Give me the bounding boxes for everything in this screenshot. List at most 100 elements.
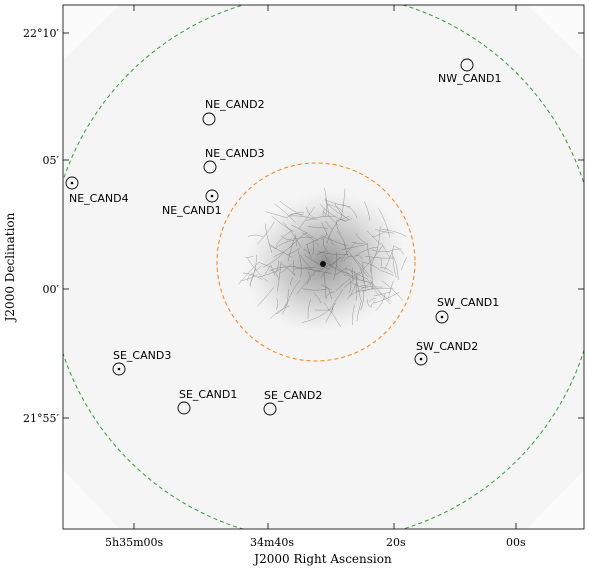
nebula-filament [375,293,386,312]
nebula-filament [348,278,352,294]
nebula-filament [271,216,294,232]
nebula-filament [292,259,295,276]
nebula-filament [275,260,279,274]
nebula-filament [269,269,280,280]
nebula-filament [306,207,318,220]
nebula-filament [355,246,379,256]
nebula-filament [281,289,289,315]
x-tick-1: 34m40s [250,536,294,549]
nebula-filament [316,251,326,256]
nebula-filament [250,268,256,288]
nebula-filament [347,276,359,300]
candidate-label: SW_CAND1 [437,296,499,309]
plot-frame [62,4,585,530]
nebula-filament [328,289,344,311]
nebula-filament [327,203,348,220]
nebula-filament [368,297,377,303]
nebula-filament [373,292,400,304]
nebula-filament [257,268,281,278]
y-tick-3: 21°55′ [23,412,59,425]
nebula-filament [238,261,260,285]
nebula-filament [293,267,316,270]
nebula-filament [363,245,383,269]
nebula-filament [371,229,389,238]
candidate-label: NE_CAND1 [162,204,222,217]
nebula-filament [302,232,319,246]
nebula-filament [331,302,336,314]
nebula-filament [277,261,282,291]
nebula-filament [401,256,407,270]
nebula-filament [333,252,338,281]
nebula-filament [343,274,356,280]
x-tick-2: 20s [386,536,406,549]
nebula-filament [240,274,258,282]
nebula-filament [249,254,257,285]
nebula-filament [325,306,334,323]
candidate-label: NE_CAND4 [69,192,129,205]
nebula-filament [319,204,346,222]
nebula-filament [340,241,357,261]
nebula-filament [320,234,348,246]
nebula-filament [341,204,358,218]
nebula-filament [384,245,395,270]
nebula-filament [370,300,376,308]
nebula-filament [245,256,254,258]
nebula-filament [352,304,355,326]
nebula-filament [367,299,372,308]
nebula-filament [323,254,333,268]
candidate-marker [205,189,219,203]
candidate-marker [414,352,428,366]
nebula-filament [359,279,371,284]
nebula-filament [352,267,354,282]
candidate-marker [177,401,191,415]
nebula-filament [388,280,394,299]
candidate-markers: NW_CAND1 NE_CAND2 NE_CAND3 NE_CAND4 NE_CAND1… [65,58,502,416]
y-tick-2: 00′ [43,283,60,296]
nebula-filament [323,302,342,328]
nebula-filament [305,216,335,222]
nebula-filament [270,305,290,319]
nebula-filament [361,284,383,288]
nebula-filament [378,290,392,302]
tick-marks [63,5,584,529]
nebula-filament [370,279,382,298]
candidate-marker [263,402,277,416]
nebula-filament [367,279,373,290]
nebula-filament [303,248,312,259]
candidate-source-dot [419,357,423,361]
nebula-filament [314,309,334,311]
nebula-filament [320,256,342,278]
nebula-filament [362,261,381,272]
nebula-filament [254,265,262,272]
inner-remnant-circle [216,162,416,362]
nebula-filament [287,238,295,262]
nebula-filament [293,237,313,240]
nebula-filament [364,255,394,259]
nebula-filament [379,267,394,274]
nebula-filament [282,221,302,247]
nebula-filament [375,228,394,234]
nebula-filament [321,222,334,245]
nebula-filament [381,270,394,276]
nebula-filament [307,299,312,320]
candidate-marker [460,58,474,72]
nebula-filament [349,282,372,297]
nebula-filament [305,236,324,246]
candidate-label: NE_CAND2 [205,98,265,111]
nebula-filament [276,298,279,310]
nebula-filament [247,257,269,283]
nebula-filament [336,265,350,275]
nebula-filament [308,271,311,280]
nebula-filament [306,244,311,255]
nebula-filament [326,216,342,244]
nebula-image [238,188,407,334]
nebula-filament [318,251,349,255]
nebula-filament [289,213,304,216]
candidate-label: SE_CAND1 [179,388,237,401]
nebula-filament [369,258,373,290]
nebula-filament [334,203,350,221]
nebula-filament [258,262,272,268]
nebula-filament [307,226,328,229]
candidate-label: SW_CAND2 [416,340,478,353]
